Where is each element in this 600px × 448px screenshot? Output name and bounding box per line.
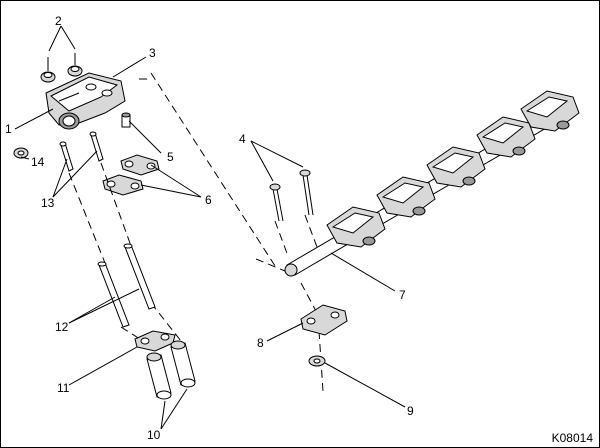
- mounting-bolt: [269, 183, 284, 222]
- callout-10: 10: [147, 428, 161, 442]
- callout-1: 1: [5, 122, 12, 136]
- rocker-arm-assembly: [426, 146, 486, 188]
- rocker-arm-assembly: [326, 206, 386, 248]
- push-rod: [97, 261, 130, 328]
- nut-part: [40, 57, 56, 83]
- tappet-retainer: [134, 330, 176, 352]
- tappet: [170, 340, 196, 388]
- leader-lines: [14, 25, 406, 430]
- callout-5: 5: [167, 150, 174, 164]
- valve-bridge: [102, 174, 144, 196]
- callout-14: 14: [31, 155, 45, 169]
- callout-6: 6: [205, 193, 212, 207]
- callout-7: 7: [399, 288, 406, 302]
- nut-part: [67, 53, 83, 77]
- callout-4: 4: [239, 132, 246, 146]
- rocker-arm-assembly: [376, 176, 436, 218]
- rocker-arm-assembly: [476, 116, 536, 158]
- rocker-support-bracket: [45, 72, 126, 130]
- callout-8: 8: [257, 336, 264, 350]
- washer-part: [13, 147, 29, 159]
- mounting-bolt: [299, 169, 314, 216]
- push-rod: [123, 243, 156, 310]
- washer-part: [308, 355, 326, 367]
- callout-11: 11: [57, 381, 70, 395]
- tappet: [146, 352, 172, 400]
- rocker-arm-assembly: [520, 90, 580, 132]
- shaft-support-bracket: [300, 304, 348, 336]
- callout-12: 12: [55, 320, 69, 334]
- callout-2: 2: [55, 14, 62, 28]
- adjusting-screw: [121, 112, 131, 128]
- figure-id: K08014: [552, 431, 594, 445]
- valve-bridge: [120, 154, 160, 176]
- callout-13: 13: [41, 196, 55, 210]
- guide-stud: [59, 141, 74, 172]
- callout-9: 9: [407, 404, 414, 418]
- callout-3: 3: [149, 46, 156, 60]
